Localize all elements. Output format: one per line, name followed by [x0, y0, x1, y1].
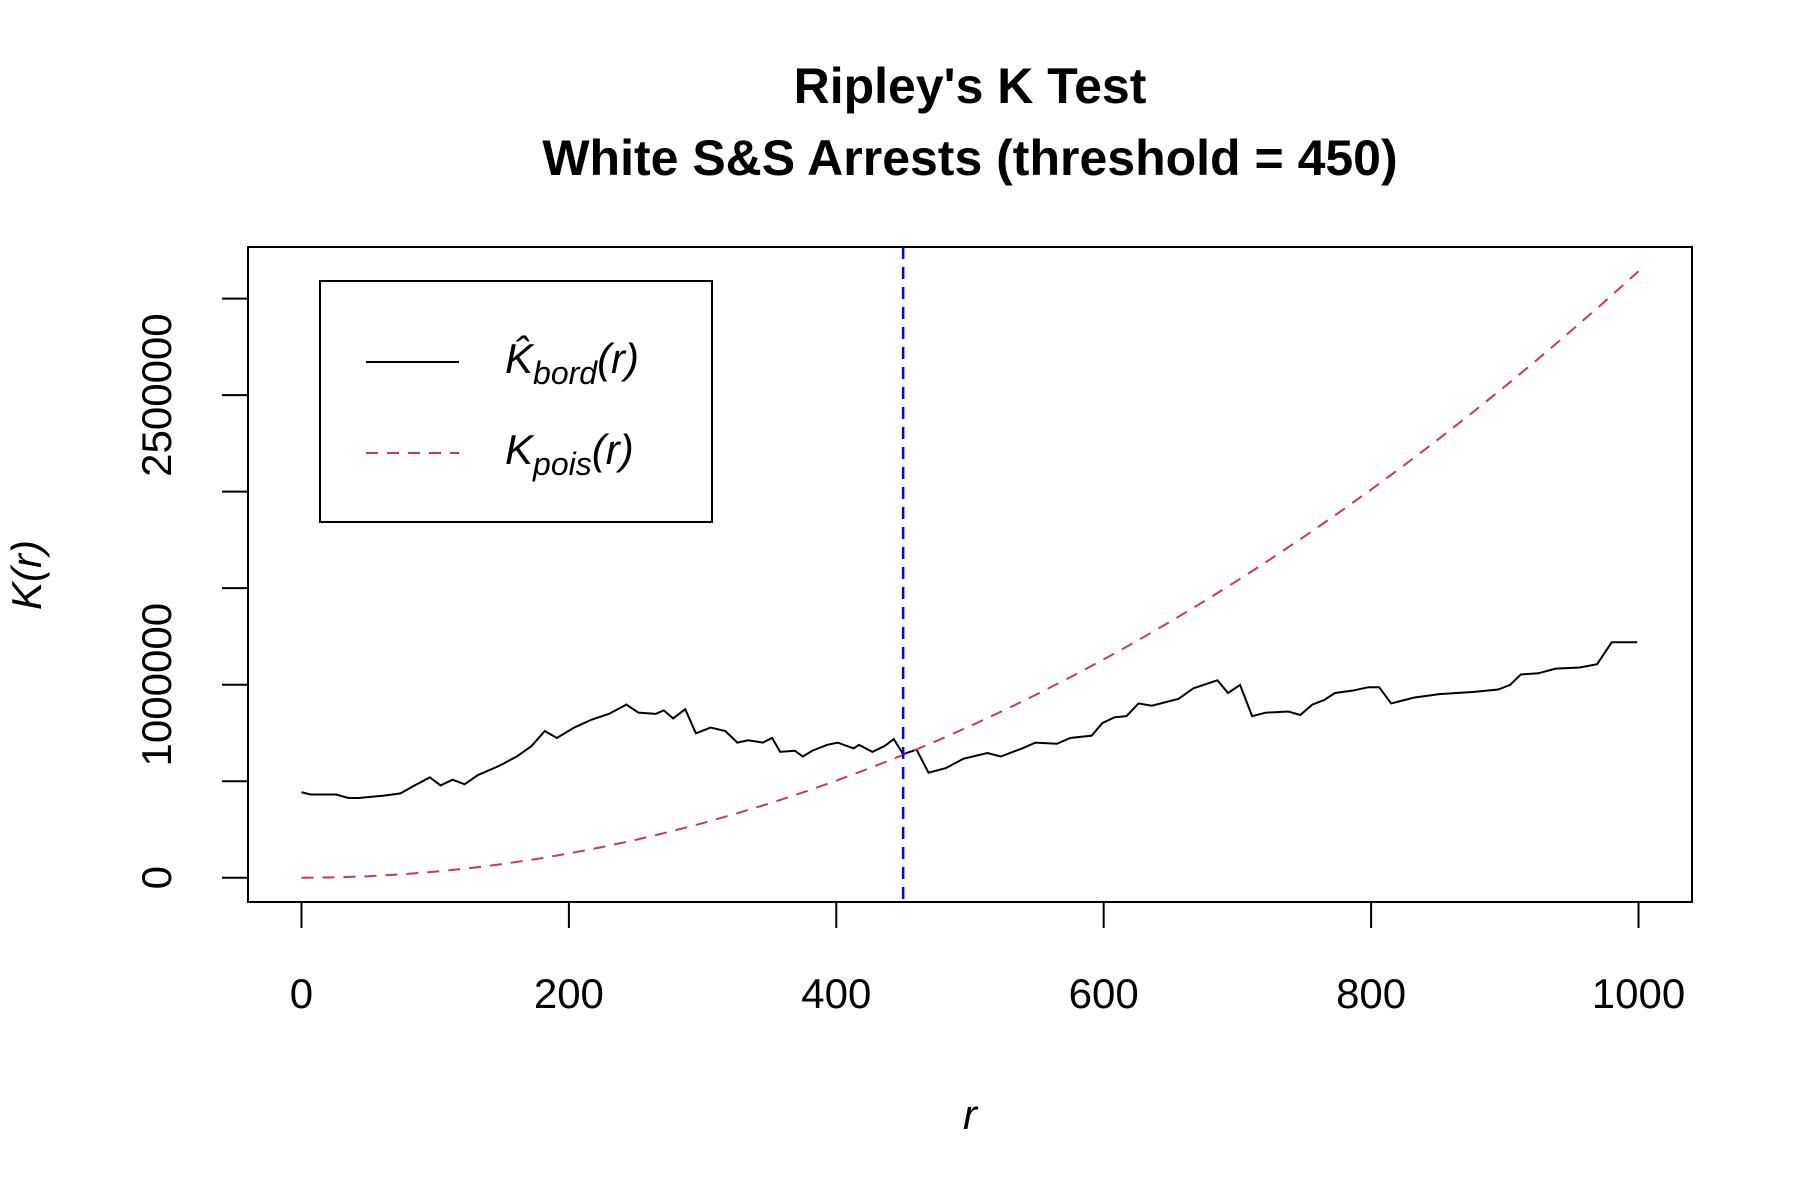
y-tick-label: 0 [133, 866, 180, 889]
chart-title: Ripley's K Test [794, 58, 1147, 114]
y-axis-label: K(r) [3, 540, 50, 610]
chart-subtitle: White S&S Arrests (threshold = 450) [542, 130, 1397, 186]
series-line [301, 641, 1638, 800]
legend-label: Kpois(r) [505, 426, 634, 482]
x-tick-label: 200 [534, 970, 604, 1017]
y-tick-label: 2500000 [133, 313, 180, 477]
x-tick-label: 800 [1336, 970, 1406, 1017]
legend-label: K̂bord(r) [505, 335, 639, 391]
x-tick-label: 0 [290, 970, 313, 1017]
legend-box [319, 280, 713, 523]
x-tick-label: 600 [1069, 970, 1139, 1017]
x-tick-label: 1000 [1592, 970, 1685, 1017]
x-axis-label: r [963, 1091, 979, 1138]
y-tick-label: 1000000 [133, 603, 180, 767]
x-tick-label: 400 [801, 970, 871, 1017]
